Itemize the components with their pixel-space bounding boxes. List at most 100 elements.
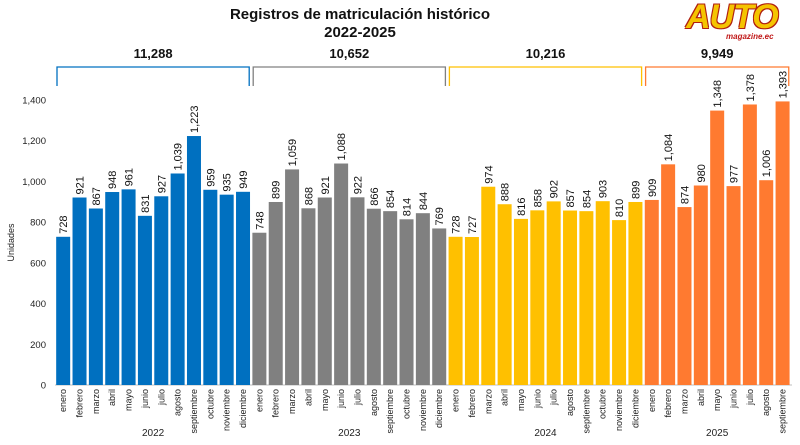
bar-2025-agosto (759, 180, 774, 385)
value-label: 844 (418, 192, 430, 210)
bar-2025-marzo (677, 207, 692, 385)
value-label: 1,006 (761, 150, 773, 178)
bar-2023-febrero (268, 201, 283, 385)
bar-2024-mayo (513, 218, 528, 385)
bar-2025-enero (644, 199, 659, 385)
year-label-2023: 2023 (338, 428, 361, 439)
value-label: 903 (598, 180, 610, 198)
bar-2022-marzo (88, 208, 103, 385)
value-label: 854 (581, 190, 593, 208)
bar-layer (56, 101, 790, 386)
value-label: 1,393 (778, 71, 790, 99)
bar-2024-marzo (481, 186, 496, 385)
value-label: 810 (614, 199, 626, 217)
value-label: 867 (91, 187, 103, 205)
month-label: julio (352, 389, 362, 406)
month-label: julio (549, 389, 559, 406)
bar-2022-julio (154, 196, 169, 385)
month-label: agosto (761, 389, 771, 416)
month-label: agosto (369, 389, 379, 416)
bar-2022-mayo (121, 189, 136, 385)
month-label: abril (500, 389, 510, 406)
total-label-2022: 11,288 (134, 46, 173, 61)
bar-2024-noviembre (612, 220, 627, 385)
value-label: 874 (679, 186, 691, 204)
month-label: marzo (483, 389, 493, 414)
bar-2022-abril (105, 192, 120, 385)
bar-2023-mayo (317, 197, 332, 385)
month-label: mayo (320, 389, 330, 411)
bracket-2023 (252, 66, 447, 86)
month-label: junio (336, 389, 346, 409)
value-label: 769 (434, 207, 446, 225)
month-label: junio (729, 389, 739, 409)
value-label: 816 (516, 198, 528, 216)
month-label: febrero (271, 389, 281, 418)
month-label: septiembre (581, 389, 591, 434)
y-tick-label: 600 (30, 258, 46, 269)
chart-title-main: Registros de matriculación histórico (229, 6, 491, 23)
month-label: diciembre (238, 389, 248, 428)
value-label: 854 (385, 190, 397, 208)
value-label: 814 (402, 198, 414, 216)
month-label: mayo (712, 389, 722, 411)
bar-2023-marzo (285, 169, 300, 385)
value-label: 961 (124, 168, 136, 186)
bar-2024-enero (448, 236, 463, 385)
value-label: 922 (352, 176, 364, 194)
month-label: marzo (91, 389, 101, 414)
month-label: octubre (205, 389, 215, 419)
bar-2025-septiembre (775, 101, 790, 386)
month-label: agosto (565, 389, 575, 416)
y-tick-label: 200 (30, 340, 46, 351)
month-label: septiembre (778, 389, 788, 434)
month-label: junio (140, 389, 150, 409)
value-label: 1,084 (663, 134, 675, 162)
bar-2025-junio (726, 186, 741, 385)
month-label: febrero (663, 389, 673, 418)
value-label: 1,039 (173, 143, 185, 171)
value-label: 857 (565, 189, 577, 207)
value-label: 1,348 (712, 80, 724, 108)
total-label-2024: 10,216 (526, 46, 566, 61)
month-label: mayo (124, 389, 134, 411)
month-label: julio (745, 389, 755, 406)
value-label: 748 (254, 211, 266, 229)
bar-2025-mayo (710, 110, 725, 385)
bracket-layer: 11,288 10,652 10,216 9,949 (56, 46, 790, 86)
value-label: 899 (271, 181, 283, 199)
logo-sub-text: magazine.ec (726, 32, 774, 41)
bar-2025-julio (742, 104, 757, 385)
value-label: 909 (647, 179, 659, 197)
bar-2024-junio (530, 210, 545, 385)
month-label: enero (58, 389, 68, 412)
y-axis-label: Unidades (6, 223, 16, 262)
value-label: 921 (320, 176, 332, 194)
value-label: 888 (500, 183, 512, 201)
chart-subtitle: 2022-2025 (324, 24, 396, 41)
month-label: junio (532, 389, 542, 409)
month-label: diciembre (630, 389, 640, 428)
value-label: 831 (140, 194, 152, 212)
month-label: noviembre (614, 389, 624, 431)
bar-2024-septiembre (579, 211, 594, 385)
y-tick-label: 1,200 (22, 136, 46, 147)
logo-main-text: AUTO (686, 0, 779, 36)
month-label: julio (156, 389, 166, 406)
value-label: 902 (549, 180, 561, 198)
month-label: marzo (287, 389, 297, 414)
month-label: abril (303, 389, 313, 406)
chart-title: Registros de matriculación histórico 202… (0, 6, 720, 42)
month-label: septiembre (385, 389, 395, 434)
bar-2022-octubre (203, 189, 218, 385)
month-label: septiembre (189, 389, 199, 434)
month-label: enero (254, 389, 264, 412)
month-label: febrero (467, 389, 477, 418)
bar-2023-enero (252, 232, 267, 385)
value-label: 1,088 (336, 133, 348, 161)
value-label: 1,059 (287, 139, 299, 167)
bracket-2025 (644, 66, 790, 86)
bar-2025-febrero (661, 164, 676, 385)
month-label: enero (451, 389, 461, 412)
bar-2024-octubre (595, 201, 610, 385)
